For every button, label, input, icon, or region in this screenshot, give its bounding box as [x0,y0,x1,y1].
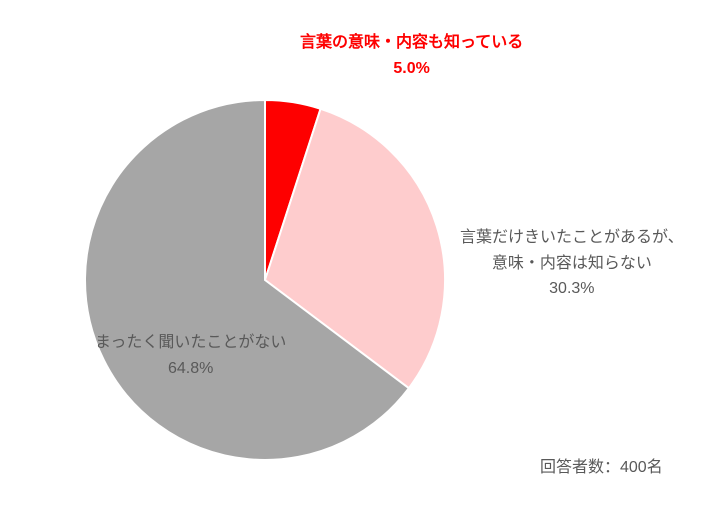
slice-label-line: 意味・内容は知らない [492,255,652,272]
slice-label: 言葉の意味・内容も知っている 5.0% [300,30,523,81]
slice-label-line: 言葉だけきいたことがあるが、 [460,229,684,246]
slice-label-line: 言葉の意味・内容も知っている [300,34,523,51]
slice-value: 30.3% [549,280,594,297]
slice-value: 5.0% [393,60,429,77]
footer-text: 回答者数：400名 [540,459,663,476]
slice-label: 言葉だけきいたことがあるが、意味・内容は知らない 30.3% [460,225,684,302]
slice-label: まったく聞いたことがない 64.8% [95,330,286,381]
slice-value: 64.8% [168,360,213,377]
footer-respondents: 回答者数：400名 [540,455,663,481]
slice-label-line: まったく聞いたことがない [95,334,286,351]
